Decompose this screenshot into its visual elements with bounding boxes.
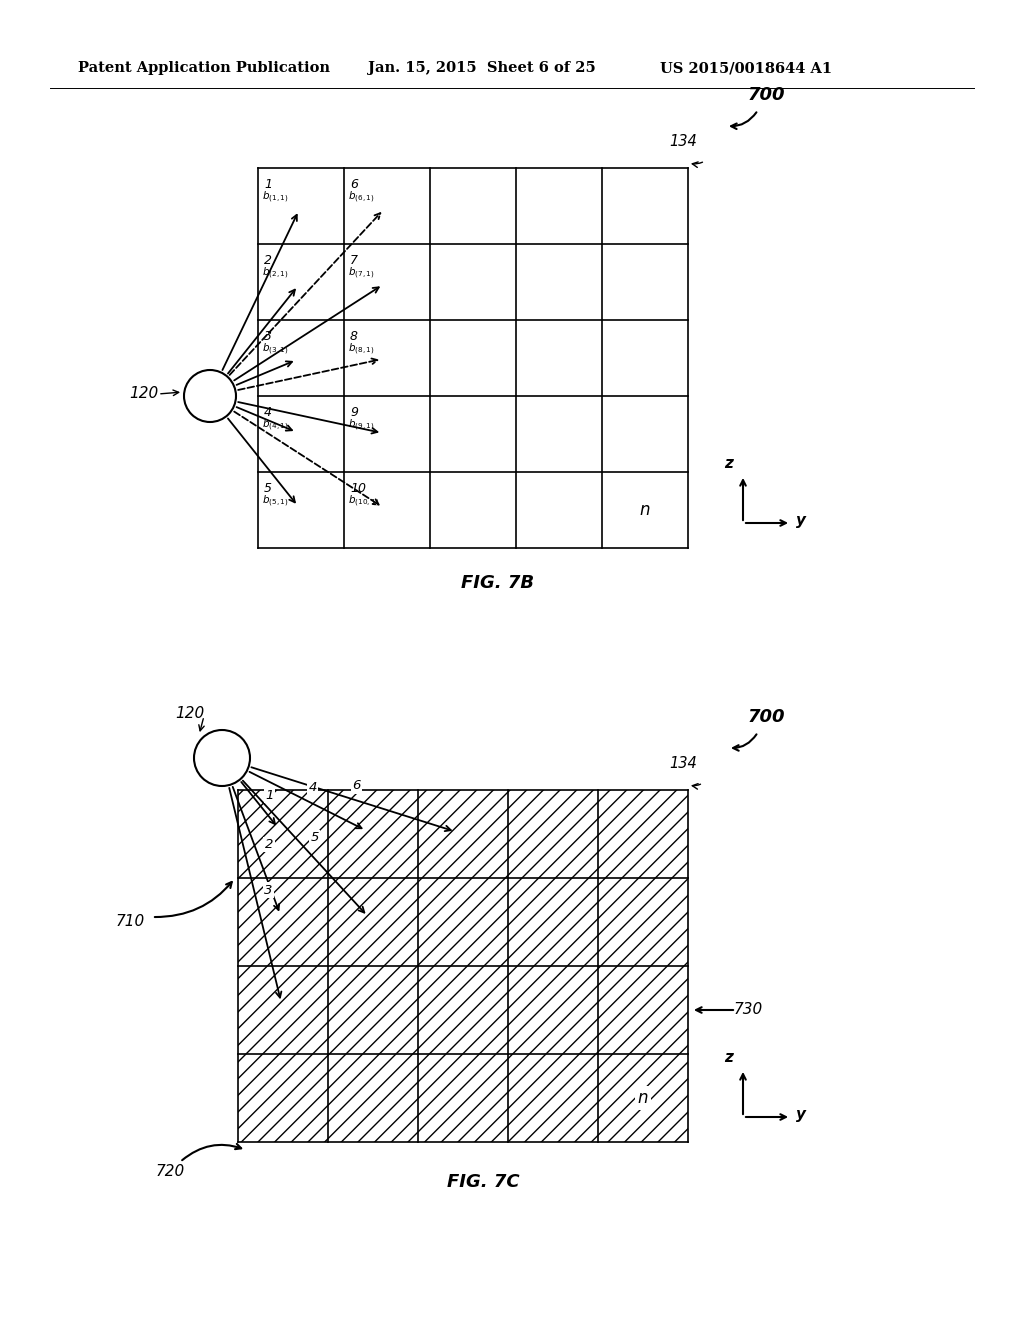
Text: 8: 8 bbox=[350, 330, 358, 343]
Text: n: n bbox=[640, 502, 650, 519]
Text: $b_{(8,1)}$: $b_{(8,1)}$ bbox=[348, 342, 375, 358]
Text: 2: 2 bbox=[265, 838, 273, 851]
Text: z: z bbox=[725, 1049, 733, 1065]
Bar bbox=[238, 878, 328, 966]
Bar bbox=[598, 1053, 688, 1142]
Bar bbox=[328, 1053, 418, 1142]
Text: 134: 134 bbox=[669, 135, 697, 149]
Text: 6: 6 bbox=[352, 779, 360, 792]
Text: 120: 120 bbox=[175, 705, 204, 721]
Text: $b_{(9,1)}$: $b_{(9,1)}$ bbox=[348, 418, 375, 433]
Text: 1: 1 bbox=[264, 178, 272, 191]
Bar bbox=[328, 789, 418, 878]
Bar bbox=[508, 966, 598, 1053]
Bar bbox=[508, 878, 598, 966]
Text: 3: 3 bbox=[264, 330, 272, 343]
Text: 120: 120 bbox=[129, 387, 158, 401]
Bar bbox=[508, 1053, 598, 1142]
Text: y: y bbox=[796, 513, 806, 528]
Text: 9: 9 bbox=[350, 407, 358, 418]
Text: FIG. 7B: FIG. 7B bbox=[462, 574, 535, 591]
Bar bbox=[238, 789, 328, 878]
Text: 720: 720 bbox=[156, 1164, 184, 1180]
Bar bbox=[508, 789, 598, 878]
Text: 6: 6 bbox=[350, 178, 358, 191]
Bar bbox=[598, 789, 688, 878]
Text: 2: 2 bbox=[264, 253, 272, 267]
Bar bbox=[418, 966, 508, 1053]
Text: $b_{(3,1)}$: $b_{(3,1)}$ bbox=[262, 342, 289, 358]
Bar bbox=[598, 878, 688, 966]
Bar bbox=[328, 966, 418, 1053]
Text: 1: 1 bbox=[265, 788, 273, 801]
Text: $b_{(4,1)}$: $b_{(4,1)}$ bbox=[262, 418, 289, 433]
Text: $b_{(2,1)}$: $b_{(2,1)}$ bbox=[262, 267, 289, 281]
Bar bbox=[418, 878, 508, 966]
Text: 4: 4 bbox=[308, 781, 316, 795]
Text: 5: 5 bbox=[264, 482, 272, 495]
Text: $b_{(6,1)}$: $b_{(6,1)}$ bbox=[348, 190, 375, 206]
Text: 5: 5 bbox=[310, 832, 318, 845]
Text: 700: 700 bbox=[748, 86, 784, 104]
Text: Jan. 15, 2015  Sheet 6 of 25: Jan. 15, 2015 Sheet 6 of 25 bbox=[368, 61, 596, 75]
Text: 730: 730 bbox=[733, 1002, 763, 1018]
Bar bbox=[328, 878, 418, 966]
Text: z: z bbox=[725, 455, 733, 471]
Text: $b_{(1,1)}$: $b_{(1,1)}$ bbox=[262, 190, 289, 206]
Text: y: y bbox=[796, 1107, 806, 1122]
Bar bbox=[238, 966, 328, 1053]
Text: Patent Application Publication: Patent Application Publication bbox=[78, 61, 330, 75]
Bar bbox=[238, 1053, 328, 1142]
Bar bbox=[418, 1053, 508, 1142]
Text: FIG. 7C: FIG. 7C bbox=[446, 1173, 519, 1191]
Bar bbox=[598, 966, 688, 1053]
Text: n: n bbox=[638, 1089, 648, 1107]
Text: 134: 134 bbox=[669, 756, 697, 771]
Text: 4: 4 bbox=[264, 407, 272, 418]
Text: 10: 10 bbox=[350, 482, 366, 495]
Text: US 2015/0018644 A1: US 2015/0018644 A1 bbox=[660, 61, 833, 75]
Bar bbox=[418, 789, 508, 878]
Text: $b_{(5,1)}$: $b_{(5,1)}$ bbox=[262, 494, 289, 510]
Text: $b_{(10,1)}$: $b_{(10,1)}$ bbox=[348, 494, 379, 510]
Text: $b_{(7,1)}$: $b_{(7,1)}$ bbox=[348, 267, 375, 281]
Text: 710: 710 bbox=[116, 915, 144, 929]
Text: 7: 7 bbox=[350, 253, 358, 267]
Text: 3: 3 bbox=[264, 884, 272, 896]
Text: 700: 700 bbox=[748, 708, 784, 726]
